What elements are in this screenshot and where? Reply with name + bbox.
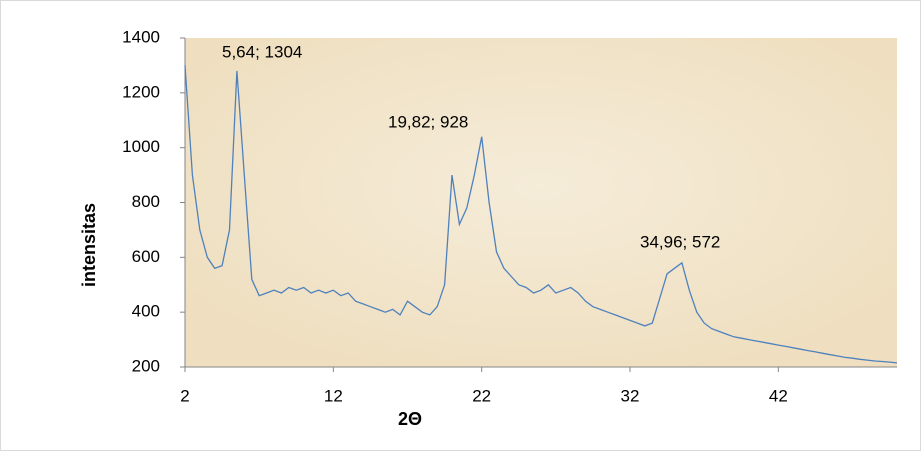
peak-annotation: 5,64; 1304 (222, 42, 302, 61)
y-tick-label: 800 (132, 192, 160, 211)
page: {"chart_data": {"type": "line", "x_label… (0, 0, 921, 451)
x-tick-label: 22 (472, 386, 491, 405)
y-axis-title: intensitas (79, 203, 99, 287)
y-tick-label: 1000 (122, 137, 160, 156)
y-tick-label: 200 (132, 356, 160, 375)
y-tick-label: 1200 (122, 82, 160, 101)
peak-annotation: 19,82; 928 (388, 112, 468, 131)
x-tick-label: 2 (180, 386, 189, 405)
x-tick-label: 32 (621, 386, 640, 405)
x-axis-title: 2Θ (398, 409, 422, 429)
x-tick-label: 12 (324, 386, 343, 405)
y-tick-label: 1400 (122, 27, 160, 46)
x-tick-label: 42 (769, 386, 788, 405)
y-tick-label: 600 (132, 247, 160, 266)
plot-area (185, 38, 897, 367)
chart: 2Θ intensitas 200 400 600 800 1000 1200 1400 2 1… (0, 0, 921, 451)
peak-annotation: 34,96; 572 (640, 232, 720, 251)
y-tick-label: 400 (132, 302, 160, 321)
